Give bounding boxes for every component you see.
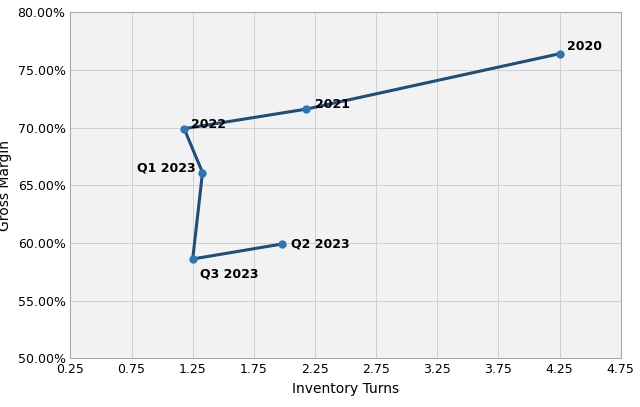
Text: Q1 2023: Q1 2023 (136, 162, 195, 174)
Text: 2020: 2020 (567, 40, 602, 53)
Y-axis label: Gross Margin: Gross Margin (0, 140, 12, 231)
Text: Q3 2023: Q3 2023 (200, 267, 259, 280)
Text: 2022: 2022 (191, 118, 227, 131)
Text: 2021: 2021 (315, 98, 350, 111)
X-axis label: Inventory Turns: Inventory Turns (292, 382, 399, 396)
Text: Q2 2023: Q2 2023 (291, 238, 349, 250)
